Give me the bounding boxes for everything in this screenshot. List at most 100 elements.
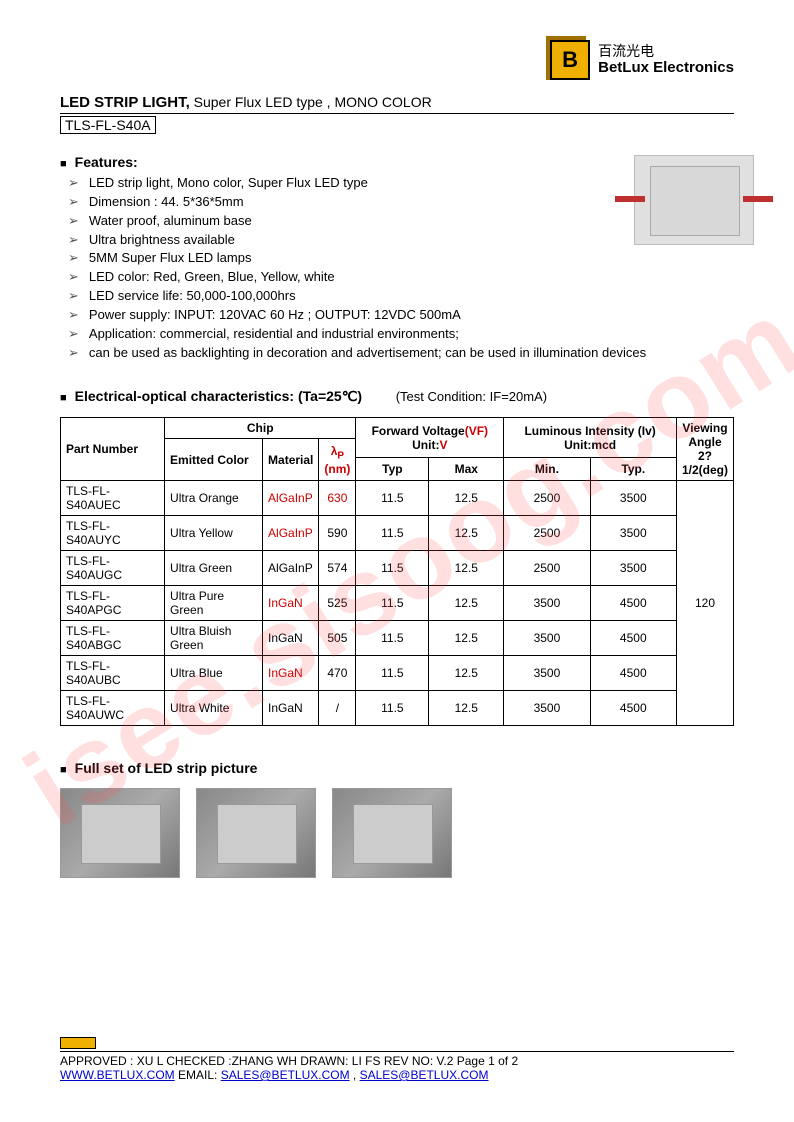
picture-heading: Full set of LED strip picture (60, 760, 734, 776)
cell-material: InGaN (263, 656, 319, 691)
cell-iv-min: 3500 (504, 621, 590, 656)
picture-row (60, 788, 734, 878)
cell-iv-typ: 4500 (590, 656, 676, 691)
th-lambda: λP(nm) (319, 439, 356, 481)
company-name-block: 百流光电 BetLux Electronics (598, 43, 734, 78)
cell-pn: TLS-FL-S40AUWC (61, 691, 165, 726)
cell-vf-typ: 11.5 (356, 481, 429, 516)
table-row: TLS-FL-S40AUWCUltra WhiteInGaN/11.512.53… (61, 691, 734, 726)
cell-color: Ultra Pure Green (165, 586, 263, 621)
cell-pn: TLS-FL-S40AUYC (61, 516, 165, 551)
th-min: Min. (504, 458, 590, 481)
cell-vf-max: 12.5 (429, 656, 504, 691)
table-row: TLS-FL-S40AUYCUltra YellowAlGaInP59011.5… (61, 516, 734, 551)
cell-lambda: 630 (319, 481, 356, 516)
cell-vf-typ: 11.5 (356, 691, 429, 726)
cell-lambda: / (319, 691, 356, 726)
cell-pn: TLS-FL-S40AUEC (61, 481, 165, 516)
cell-iv-typ: 3500 (590, 551, 676, 586)
cell-vf-typ: 11.5 (356, 551, 429, 586)
th-fv: Forward Voltage(VF) Unit:V (356, 418, 504, 458)
cell-color: Ultra Bluish Green (165, 621, 263, 656)
email-label: EMAIL: (175, 1068, 221, 1082)
feature-item: can be used as backlighting in decoratio… (68, 344, 734, 363)
cell-iv-typ: 3500 (590, 481, 676, 516)
product-photo-1 (60, 788, 180, 878)
th-material: Material (263, 439, 319, 481)
cell-lambda: 590 (319, 516, 356, 551)
page-footer: APPROVED : XU L CHECKED :ZHANG WH DRAWN:… (60, 1037, 734, 1082)
footer-contact-line: WWW.BETLUX.COM EMAIL: SALES@BETLUX.COM ,… (60, 1068, 734, 1082)
cell-color: Ultra Yellow (165, 516, 263, 551)
cell-pn: TLS-FL-S40AUGC (61, 551, 165, 586)
cell-pn: TLS-FL-S40AUBC (61, 656, 165, 691)
test-condition: (Test Condition: IF=20mA) (396, 389, 547, 404)
cell-color: Ultra Orange (165, 481, 263, 516)
feature-item: LED color: Red, Green, Blue, Yellow, whi… (68, 268, 734, 287)
cell-vf-max: 12.5 (429, 516, 504, 551)
cell-vf-typ: 11.5 (356, 621, 429, 656)
cell-color: Ultra Blue (165, 656, 263, 691)
feature-item: 5MM Super Flux LED lamps (68, 249, 734, 268)
cell-lambda: 505 (319, 621, 356, 656)
cell-vf-max: 12.5 (429, 551, 504, 586)
email-separator: , (350, 1068, 360, 1082)
cell-lambda: 525 (319, 586, 356, 621)
page-header: B 百流光电 BetLux Electronics (60, 40, 734, 80)
cell-iv-min: 3500 (504, 586, 590, 621)
table-row: TLS-FL-S40ABGCUltra Bluish GreenInGaN505… (61, 621, 734, 656)
th-emitted: Emitted Color (165, 439, 263, 481)
spec-table: Part Number Chip Forward Voltage(VF) Uni… (60, 417, 734, 726)
footer-accent-bar (60, 1037, 96, 1049)
cell-iv-min: 2500 (504, 516, 590, 551)
elec-section: Electrical-optical characteristics: (Ta=… (60, 388, 734, 405)
table-row: TLS-FL-S40APGCUltra Pure GreenInGaN52511… (61, 586, 734, 621)
company-name-en: BetLux Electronics (598, 59, 734, 77)
document-title: LED STRIP LIGHT, Super Flux LED type , M… (60, 94, 734, 114)
table-row: TLS-FL-S40AUBCUltra BlueInGaN47011.512.5… (61, 656, 734, 691)
cell-vf-typ: 11.5 (356, 586, 429, 621)
cell-vf-max: 12.5 (429, 621, 504, 656)
cell-vf-typ: 11.5 (356, 516, 429, 551)
company-name-cn: 百流光电 (598, 43, 734, 60)
feature-item: Application: commercial, residential and… (68, 325, 734, 344)
cell-vf-max: 12.5 (429, 481, 504, 516)
cell-lambda: 470 (319, 656, 356, 691)
cell-material: InGaN (263, 691, 319, 726)
cell-material: InGaN (263, 586, 319, 621)
th-li: Luminous Intensity (Iv) Unit:mcd (504, 418, 677, 458)
cell-color: Ultra Green (165, 551, 263, 586)
cell-iv-typ: 4500 (590, 621, 676, 656)
cell-vf-max: 12.5 (429, 586, 504, 621)
cell-vf-max: 12.5 (429, 691, 504, 726)
cell-iv-min: 2500 (504, 551, 590, 586)
table-row: TLS-FL-S40AUGCUltra GreenAlGaInP57411.51… (61, 551, 734, 586)
product-photo-3 (332, 788, 452, 878)
cell-material: AlGaInP (263, 516, 319, 551)
email-link-2[interactable]: SALES@BETLUX.COM (360, 1068, 489, 1082)
title-rest: Super Flux LED type , MONO COLOR (190, 94, 432, 110)
cell-vf-typ: 11.5 (356, 656, 429, 691)
cell-pn: TLS-FL-S40ABGC (61, 621, 165, 656)
cell-pn: TLS-FL-S40APGC (61, 586, 165, 621)
product-image (634, 155, 754, 245)
title-bold: LED STRIP LIGHT, (60, 94, 190, 111)
table-row: TLS-FL-S40AUECUltra OrangeAlGaInP63011.5… (61, 481, 734, 516)
cell-color: Ultra White (165, 691, 263, 726)
product-photo-2 (196, 788, 316, 878)
cell-iv-min: 3500 (504, 691, 590, 726)
footer-approval-line: APPROVED : XU L CHECKED :ZHANG WH DRAWN:… (60, 1051, 734, 1068)
feature-item: Power supply: INPUT: 120VAC 60 Hz ; OUTP… (68, 306, 734, 325)
website-link[interactable]: WWW.BETLUX.COM (60, 1068, 175, 1082)
cell-material: AlGaInP (263, 481, 319, 516)
th-part: Part Number (61, 418, 165, 481)
cell-material: AlGaInP (263, 551, 319, 586)
cell-viewing-angle: 120 (676, 481, 733, 726)
part-number-box: TLS-FL-S40A (60, 116, 156, 134)
cell-lambda: 574 (319, 551, 356, 586)
email-link-1[interactable]: SALES@BETLUX.COM (221, 1068, 350, 1082)
cell-iv-typ: 4500 (590, 691, 676, 726)
th-chip: Chip (165, 418, 356, 439)
th-typ2: Typ. (590, 458, 676, 481)
elec-heading: Electrical-optical characteristics: (Ta=… (60, 388, 362, 404)
